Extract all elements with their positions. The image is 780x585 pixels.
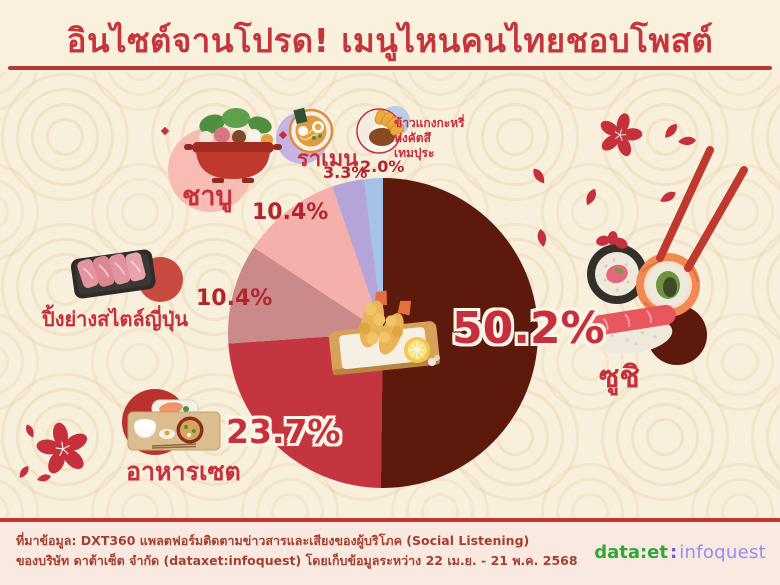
sakura-flower-icon [597, 112, 643, 158]
set-meal-icon [127, 399, 221, 451]
sushi-icon [587, 244, 700, 354]
tempura-icon [329, 290, 441, 376]
pct-curry: 2.0% [360, 157, 405, 176]
label-curry-line1: ข้าวแกงกะหรี่ [394, 116, 465, 130]
label-grill: ปิ้งย่างสไตล์ญี่ปุ่น [42, 307, 189, 331]
sakura-petal-icon [530, 166, 548, 186]
pct-set-meal: 23.7% [226, 412, 341, 451]
sakura-petal-icon [17, 464, 31, 480]
label-shabu: ชาบู [182, 181, 233, 212]
label-sushi: ซูชิ [599, 360, 640, 395]
chopsticks-icon [656, 146, 748, 272]
pct-sushi: 50.2% [452, 303, 605, 354]
sakura-petal-icon [658, 188, 678, 206]
ramen-bowl-icon [288, 107, 334, 154]
pct-grill: 10.4% [196, 286, 273, 311]
pct-ramen: 3.3% [323, 163, 368, 182]
logo-separator: : [669, 542, 678, 563]
sparkle-icon [278, 130, 288, 140]
label-curry: ข้าวแกงกะหรี่ ทงคัตสึ เทมปุระ [394, 116, 474, 161]
title-divider [8, 66, 772, 70]
label-curry-line2: ทงคัตสึ เทมปุระ [394, 131, 435, 160]
sakura-petal-icon [36, 472, 52, 484]
meat-tray-icon [70, 249, 156, 299]
dataxet-infoquest-logo: data:et: infoquest [594, 542, 766, 563]
logo-infoquest: infoquest [679, 542, 766, 563]
source-note: ที่มาข้อมูล: DXT360 แพลตฟอร์มติดตามข่าวส… [16, 531, 578, 571]
sakura-miniflower-icon [594, 228, 630, 252]
sparkle-icon [160, 126, 170, 136]
header: อินไซต์จานโปรด! เมนูไหนคนไทยชอบโพสต์ [0, 0, 780, 72]
sakura-petal-icon [583, 187, 599, 207]
source-line-1: ที่มาข้อมูล: DXT360 แพลตฟอร์มติดตามข่าวส… [16, 533, 530, 548]
logo-dataxet: data:et [594, 542, 668, 563]
source-line-2: ของบริษัท ดาต้าเซ็ต จำกัด (dataxet:infoq… [16, 553, 578, 568]
curry-rice-icon [356, 108, 404, 154]
sakura-petal-icon [677, 136, 697, 146]
page-title: อินไซต์จานโปรด! เมนูไหนคนไทยชอบโพสต์ [66, 21, 714, 60]
sakura-petal-icon [23, 423, 37, 439]
sakura-petal-icon [536, 228, 548, 248]
label-set-meal: อาหารเซต [126, 457, 241, 486]
shabu-pot-icon [184, 108, 282, 183]
footer: ที่มาข้อมูล: DXT360 แพลตฟอร์มติดตามข่าวส… [0, 518, 780, 585]
pct-shabu: 10.4% [252, 200, 329, 225]
label-ramen: ราเมน [297, 147, 359, 172]
